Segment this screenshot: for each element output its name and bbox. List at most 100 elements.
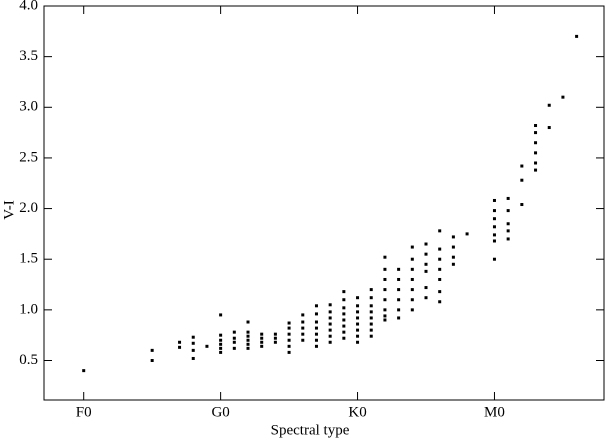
point xyxy=(314,338,318,342)
point xyxy=(506,229,510,233)
point xyxy=(260,332,264,336)
point xyxy=(246,334,250,338)
point xyxy=(383,255,387,259)
point xyxy=(232,346,236,350)
point xyxy=(342,306,346,310)
point xyxy=(506,222,510,226)
point xyxy=(534,141,538,145)
point xyxy=(246,338,250,342)
point xyxy=(301,326,305,330)
point xyxy=(383,308,387,312)
point xyxy=(273,340,277,344)
x-tick-label: K0 xyxy=(348,404,366,420)
point xyxy=(82,369,86,373)
point xyxy=(219,342,223,346)
y-axis-label: V-I xyxy=(1,200,17,219)
point xyxy=(369,334,373,338)
point xyxy=(314,344,318,348)
point xyxy=(492,225,496,229)
point xyxy=(438,229,442,233)
point xyxy=(506,209,510,213)
point xyxy=(369,310,373,314)
point xyxy=(534,161,538,165)
point xyxy=(287,326,291,330)
point xyxy=(520,164,524,168)
point xyxy=(506,237,510,241)
point xyxy=(301,338,305,342)
point xyxy=(191,341,195,345)
point xyxy=(314,312,318,316)
point xyxy=(356,310,360,314)
point xyxy=(424,262,428,266)
point xyxy=(273,336,277,340)
point xyxy=(232,330,236,334)
point xyxy=(301,332,305,336)
point xyxy=(342,312,346,316)
point xyxy=(356,340,360,344)
point xyxy=(246,346,250,350)
point xyxy=(301,320,305,324)
point xyxy=(328,334,332,338)
y-tick-label: 0.5 xyxy=(19,352,38,368)
point xyxy=(260,344,264,348)
point xyxy=(424,252,428,256)
y-tick-label: 3.5 xyxy=(19,48,38,64)
point xyxy=(191,348,195,352)
point xyxy=(219,338,223,342)
point xyxy=(287,344,291,348)
point xyxy=(191,335,195,339)
point xyxy=(424,269,428,273)
point xyxy=(410,277,414,281)
point xyxy=(465,232,469,236)
point xyxy=(424,242,428,246)
point xyxy=(451,262,455,266)
x-tick-label: M0 xyxy=(484,404,505,420)
point xyxy=(328,322,332,326)
point xyxy=(534,124,538,128)
point xyxy=(219,333,223,337)
point xyxy=(314,320,318,324)
point xyxy=(547,103,551,107)
point xyxy=(232,336,236,340)
point xyxy=(369,288,373,292)
point xyxy=(301,313,305,317)
point xyxy=(397,288,401,292)
point xyxy=(410,245,414,249)
point xyxy=(410,288,414,292)
point xyxy=(369,328,373,332)
point xyxy=(383,277,387,281)
point xyxy=(369,304,373,308)
y-tick-label: 3.0 xyxy=(19,99,38,115)
point xyxy=(438,247,442,251)
point xyxy=(492,233,496,237)
point xyxy=(342,330,346,334)
point xyxy=(424,296,428,300)
point xyxy=(246,342,250,346)
point xyxy=(356,328,360,332)
point xyxy=(328,310,332,314)
y-tick-label: 1.0 xyxy=(19,301,38,317)
point xyxy=(356,304,360,308)
point xyxy=(356,316,360,320)
point xyxy=(534,168,538,172)
point xyxy=(314,332,318,336)
point xyxy=(219,350,223,354)
point xyxy=(492,209,496,213)
point xyxy=(383,318,387,322)
point xyxy=(232,340,236,344)
point xyxy=(328,340,332,344)
point xyxy=(356,334,360,338)
point xyxy=(219,313,223,317)
point xyxy=(520,203,524,207)
point xyxy=(178,340,182,344)
point xyxy=(369,316,373,320)
point xyxy=(383,288,387,292)
point xyxy=(260,336,264,340)
point xyxy=(205,344,209,348)
point xyxy=(150,358,154,362)
point xyxy=(191,356,195,360)
point xyxy=(219,346,223,350)
point xyxy=(451,255,455,259)
point xyxy=(287,338,291,342)
point xyxy=(383,314,387,318)
